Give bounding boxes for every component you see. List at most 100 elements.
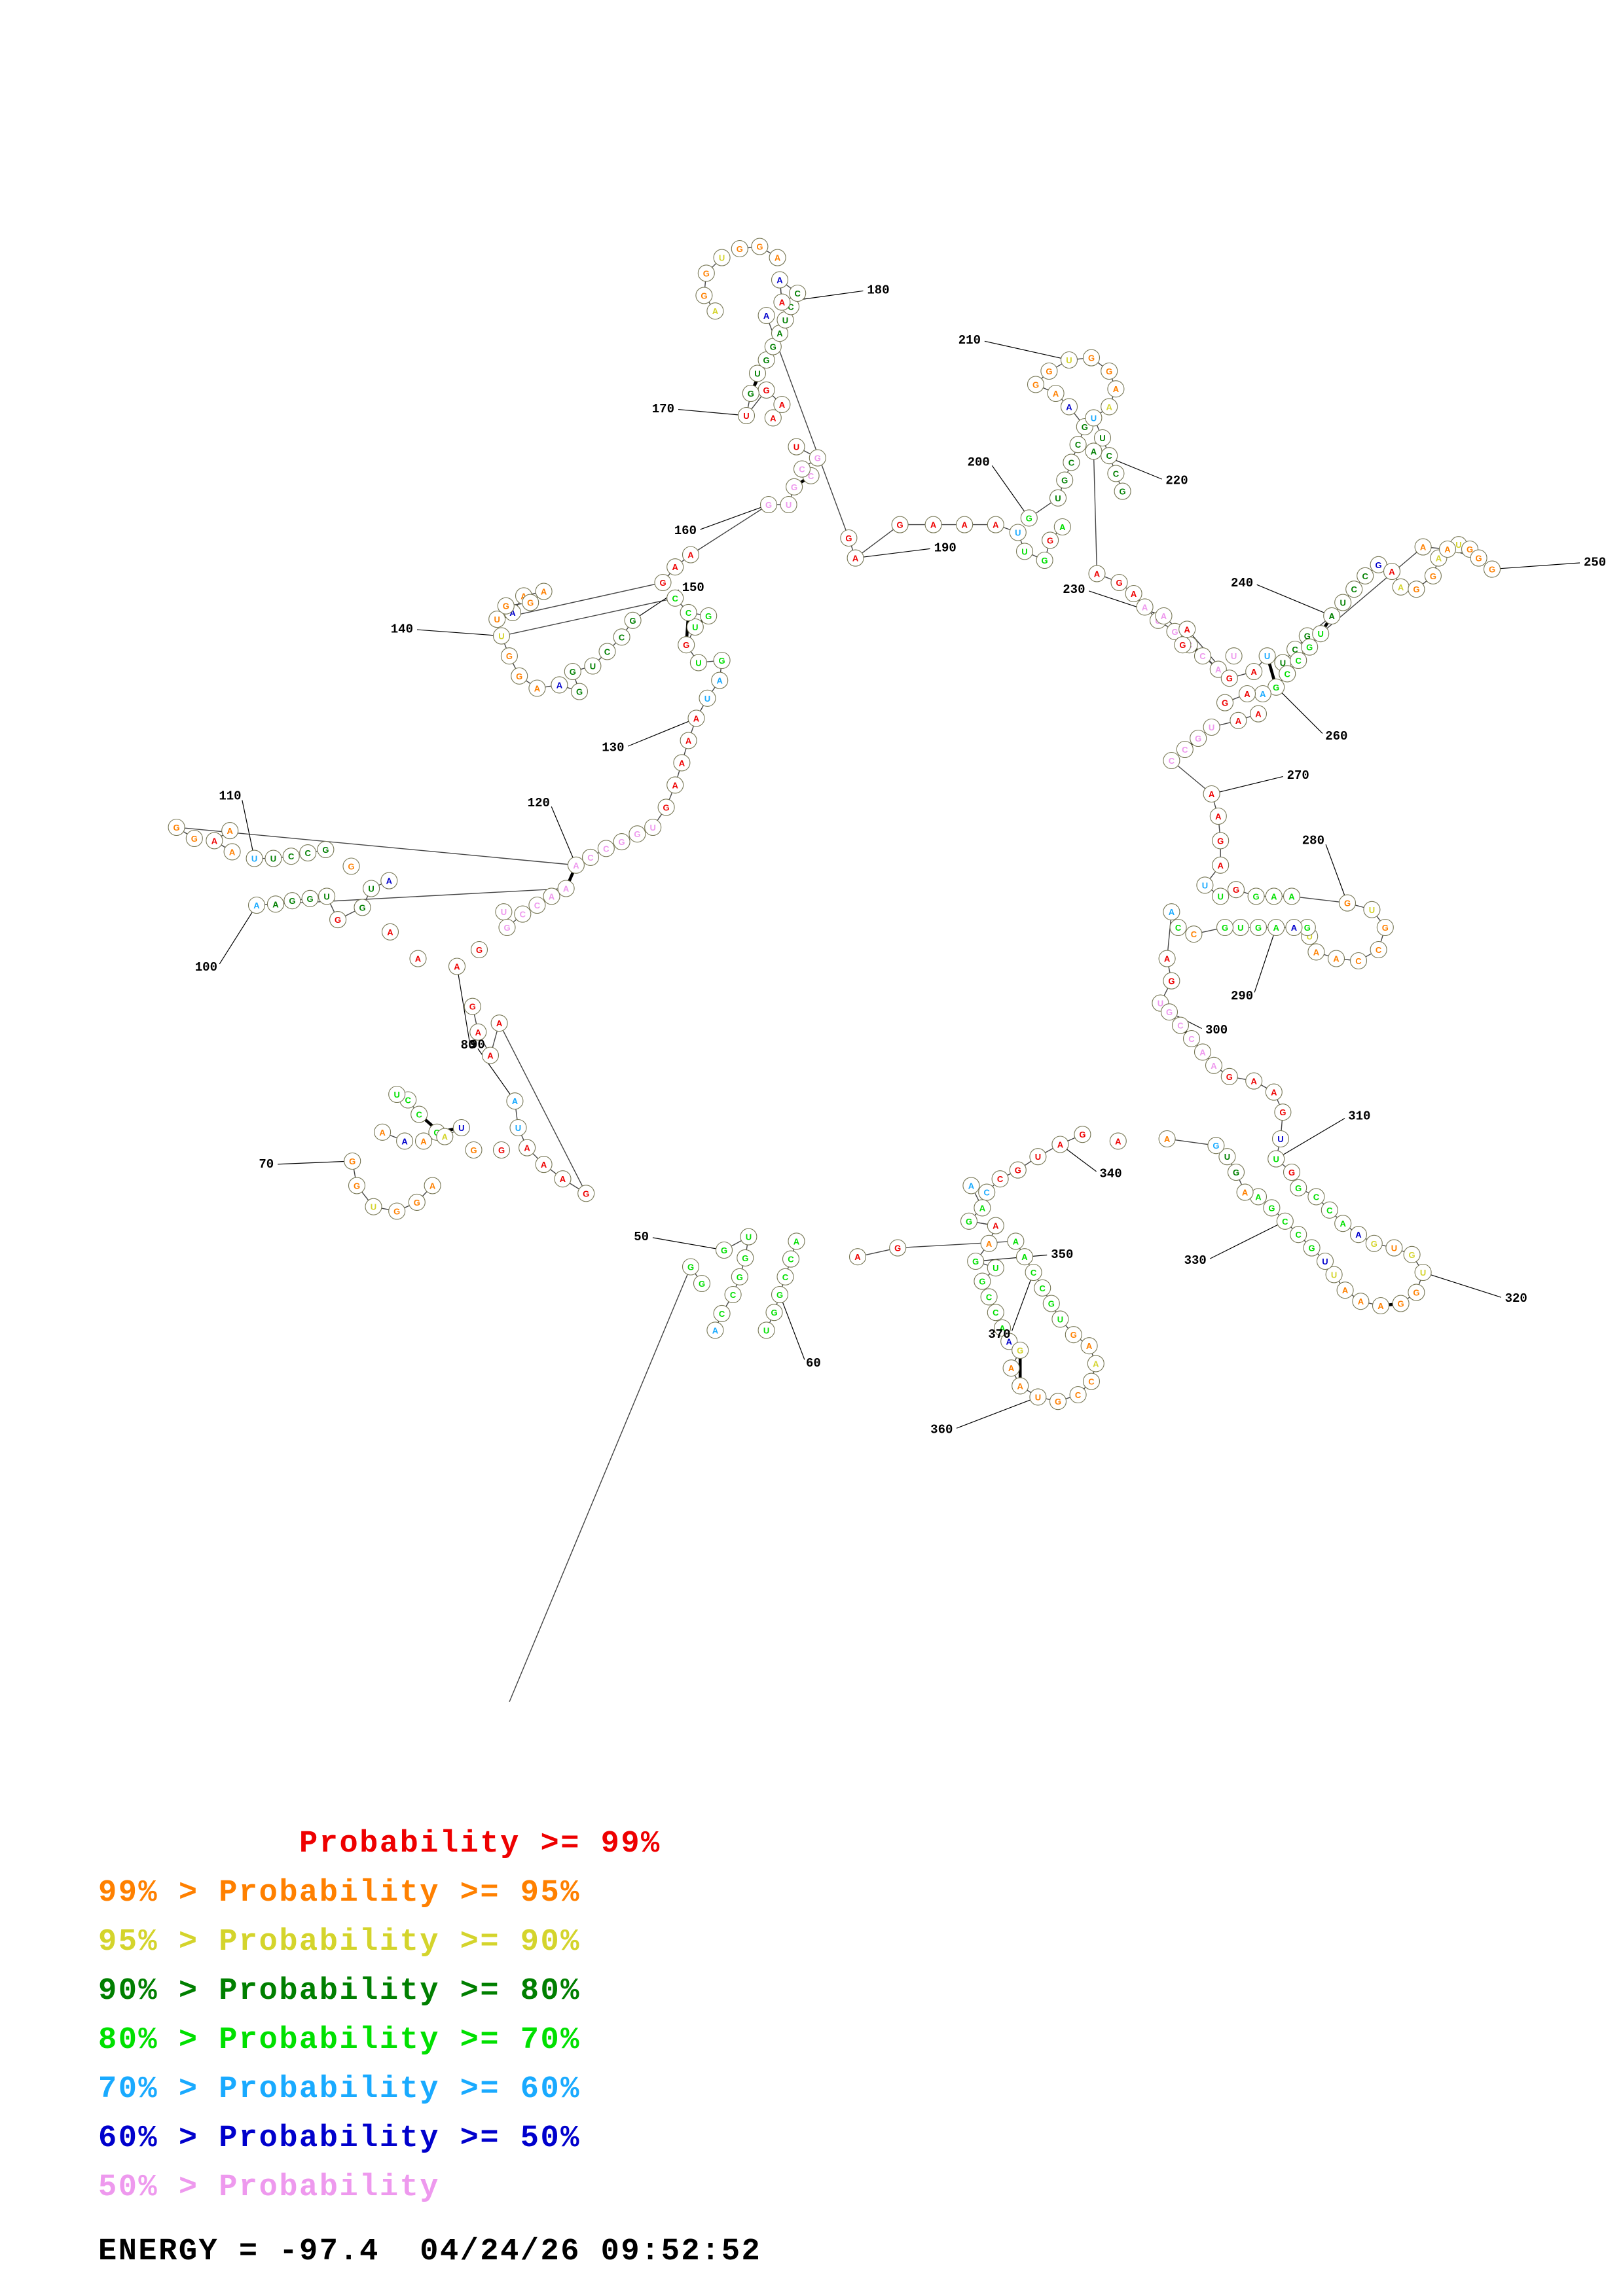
nucleotide: G [654, 573, 672, 592]
nucleotide-letter: U [1273, 1155, 1279, 1164]
nucleotide-circle [490, 1014, 508, 1032]
nucleotide-circle [1349, 952, 1368, 970]
nucleotide: A [788, 1232, 805, 1250]
nucleotide-circle [488, 611, 506, 628]
nucleotide: A [506, 1092, 524, 1110]
legend-row-plow: 50% > Probability [98, 2170, 440, 2205]
nucleotide-letter: A [496, 1018, 503, 1028]
nucleotide-circle [706, 302, 724, 320]
nucleotide: A [519, 1139, 536, 1157]
nucleotide: A [1053, 518, 1071, 536]
nucleotide-circle [1403, 1246, 1421, 1263]
nucleotide: A [535, 583, 553, 600]
nucleotide-letter: A [852, 554, 859, 564]
nucleotide-letter: U [1391, 1244, 1397, 1253]
nucleotide-letter: A [1142, 602, 1148, 612]
nucleotide-letter: C [1355, 956, 1362, 966]
nucleotide-letter: A [763, 311, 770, 321]
nucleotide-circle [1171, 1016, 1190, 1034]
nucleotide-letter: C [782, 1272, 789, 1282]
nucleotide-circle [1307, 1188, 1325, 1206]
nucleotide-letter: G [719, 656, 725, 666]
nucleotide: G [354, 899, 371, 916]
nucleotide-letter: C [672, 594, 679, 603]
nucleotide-circle [380, 872, 398, 889]
nucleotide-letter: U [1237, 923, 1243, 933]
nucleotide-letter: A [429, 1181, 436, 1191]
probability-legend: Probability >= 99% 99% > Probability >= … [0, 1820, 1623, 2269]
nucleotide: C [1370, 941, 1387, 959]
nucleotide: G [889, 1239, 907, 1257]
nucleotide: G [715, 1241, 733, 1259]
nucleotide-letter: U [590, 662, 596, 672]
nucleotide: A [980, 1234, 998, 1252]
nucleotide-letter: U [743, 411, 749, 421]
nucleotide-letter: A [986, 1239, 993, 1249]
nucleotide-letter: G [1042, 556, 1048, 565]
nucleotide-circle [497, 597, 515, 615]
nucleotide-circle [1101, 398, 1118, 416]
nucleotide-letter: G [1253, 891, 1260, 901]
nucleotide-letter: A [1358, 1297, 1364, 1306]
nucleotide: A [374, 1123, 392, 1141]
nucleotide-circle [1271, 1130, 1290, 1148]
nucleotide-letter: U [692, 622, 698, 632]
nucleotide: G [737, 1249, 754, 1266]
nucleotide-circle [464, 997, 481, 1015]
nucleotide: G [1392, 1295, 1410, 1312]
position-leader-line [1209, 1224, 1278, 1259]
nucleotide-letter: G [354, 1181, 360, 1191]
nucleotide: A [682, 546, 700, 564]
nucleotide-letter: G [634, 829, 640, 839]
nucleotide-letter: G [1032, 380, 1039, 389]
nucleotide-letter: G [979, 1277, 985, 1287]
nucleotide-circle [699, 689, 716, 707]
nucleotide-circle [388, 1085, 406, 1103]
nucleotide-circle [1110, 573, 1128, 592]
position-label: 90 [470, 1038, 485, 1052]
nucleotide-circle [1029, 1388, 1047, 1406]
nucleotide-circle [757, 306, 775, 325]
nucleotide: G [1403, 1246, 1421, 1263]
nucleotide: U [495, 903, 513, 921]
position-leader-line [416, 629, 494, 636]
nucleotide: A [1203, 785, 1220, 803]
backbone-layer [183, 247, 1476, 1702]
nucleotide-letter: A [854, 1252, 861, 1262]
nucleotide-letter: A [512, 1096, 519, 1106]
nucleotide-letter: A [541, 587, 547, 597]
nucleotide-letter: G [1061, 476, 1068, 486]
nucleotide: A [974, 1199, 991, 1217]
nucleotide-circle [365, 1198, 382, 1215]
nucleotide-circle [809, 449, 826, 467]
nucleotide: C [1290, 1226, 1307, 1244]
nucleotide-letter: G [1413, 584, 1419, 594]
nucleotide: G [497, 597, 515, 615]
nucleotide-letter: A [1211, 1061, 1217, 1071]
nucleotide: U [1029, 1148, 1047, 1166]
nucleotide: U [584, 657, 602, 675]
nucleotide-letter: G [748, 389, 754, 399]
nucleotide-letter: A [556, 680, 563, 690]
nucleotide-letter: G [583, 1189, 589, 1198]
nucleotide-circle [1370, 941, 1387, 959]
nucleotide-letter: C [795, 289, 801, 298]
nucleotide-circle [581, 848, 600, 866]
nucleotide-circle [1392, 1295, 1410, 1312]
nucleotide-letter: A [520, 591, 527, 601]
nucleotide-circle [654, 573, 672, 592]
nucleotide-circle [509, 1119, 527, 1137]
nucleotide-letter: G [498, 1145, 505, 1155]
nucleotide-letter: G [1217, 836, 1224, 846]
nucleotide-letter: C [1088, 1377, 1095, 1387]
nucleotide-letter: A [573, 861, 579, 870]
nucleotide: C [1182, 1030, 1201, 1048]
nucleotide: G [1110, 573, 1128, 592]
nucleotide-letter: G [1026, 513, 1032, 523]
nucleotide-letter: G [699, 1279, 705, 1289]
nucleotide-letter: G [1295, 1183, 1302, 1193]
position-label: 80 [461, 1038, 476, 1052]
nucleotide: A [706, 1321, 724, 1339]
nucleotide-circle [1267, 1150, 1285, 1168]
nucleotide-letter: G [348, 862, 354, 872]
